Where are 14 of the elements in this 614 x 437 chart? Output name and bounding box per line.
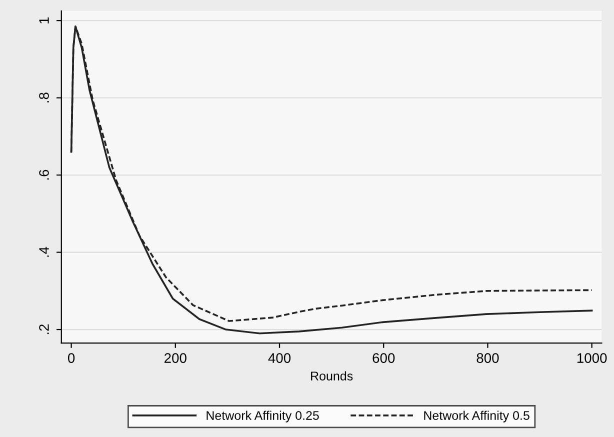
y-tick-label: .8 — [39, 92, 49, 102]
x-tick-label: 0 — [68, 353, 75, 363]
x-tick-label: 200 — [164, 353, 186, 363]
y-tick-label: 1 — [39, 17, 49, 24]
x-tick-label: 600 — [372, 353, 395, 363]
legend-label: Network Affinity 0.5 — [424, 410, 530, 422]
x-tick-label: 800 — [476, 353, 499, 363]
x-axis-title: Rounds — [311, 371, 353, 380]
x-tick-label: 1000 — [577, 353, 607, 363]
x-tick-label: 400 — [268, 353, 291, 363]
legend-label: Network Affinity 0.25 — [206, 410, 319, 422]
y-tick-label: .2 — [39, 324, 49, 334]
y-tick-label: .4 — [39, 246, 49, 257]
y-tick-label: .6 — [39, 170, 49, 180]
